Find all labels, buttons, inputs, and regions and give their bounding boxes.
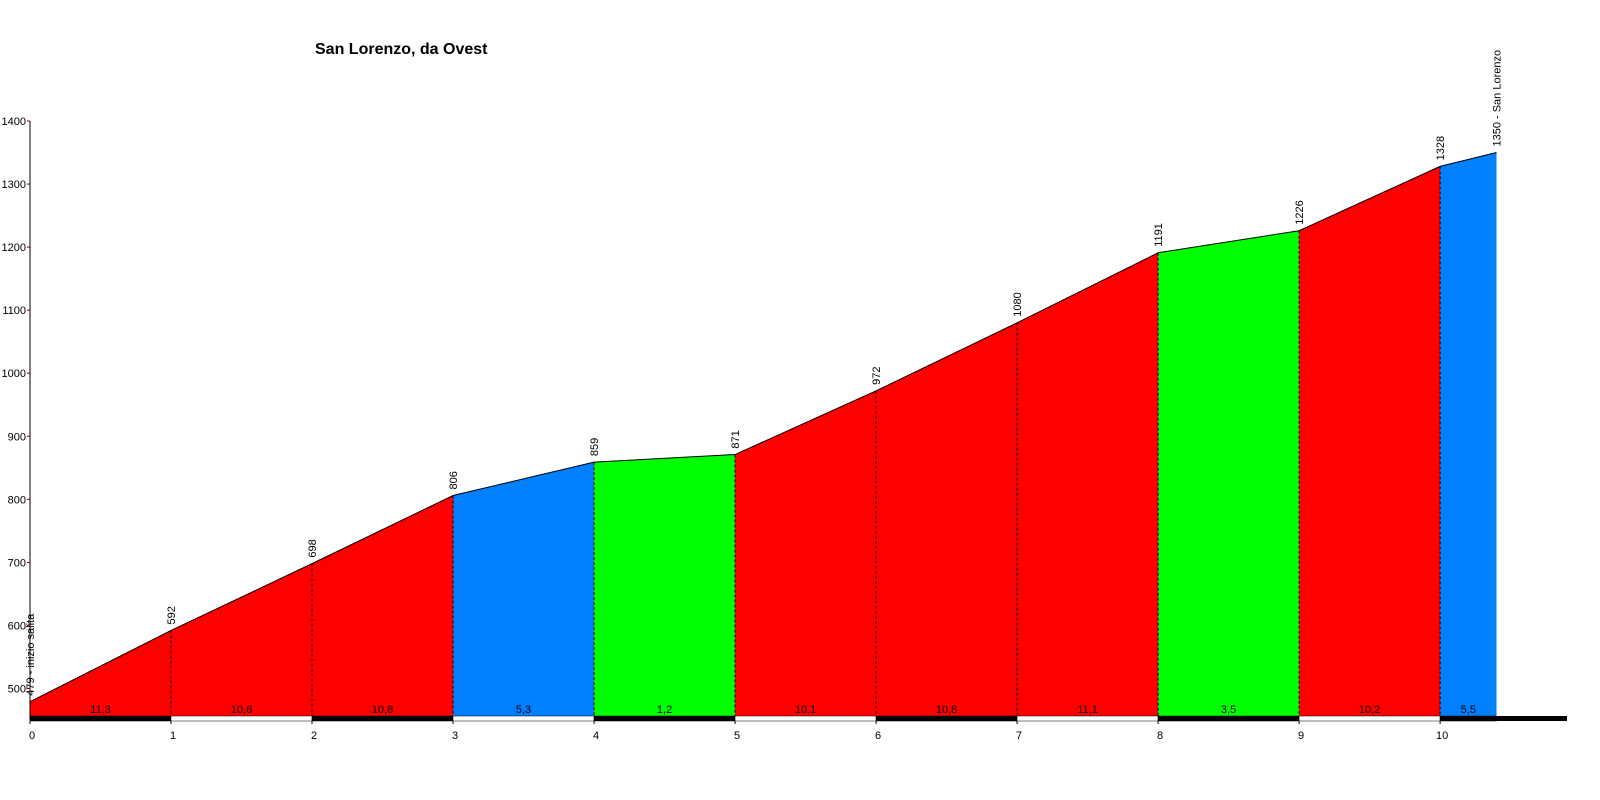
y-tick-label: 600 <box>8 620 26 632</box>
segment-area <box>1017 252 1159 720</box>
segment-area <box>1299 166 1441 720</box>
elevation-label: 1080 <box>1012 292 1024 316</box>
elevation-label: 1191 <box>1153 223 1165 247</box>
elevation-label: 972 <box>871 367 883 385</box>
segment-area <box>453 462 595 720</box>
gradient-label: 10,6 <box>231 704 252 716</box>
km-strip <box>593 715 736 722</box>
segment-area <box>312 495 454 720</box>
km-strip <box>875 715 1018 722</box>
gradient-label: 11,3 <box>90 704 111 716</box>
segment-area <box>594 454 736 720</box>
gradient-label: 10,2 <box>1359 704 1380 716</box>
segment-area <box>1440 152 1497 721</box>
segment-area <box>30 630 172 720</box>
y-tick-label: 900 <box>8 431 26 443</box>
y-tick-label: 1100 <box>2 305 26 317</box>
gradient-label: 10,8 <box>372 704 393 716</box>
km-strip <box>1439 715 1497 722</box>
y-tick-label: 1000 <box>2 368 26 380</box>
gradient-label: 10,8 <box>936 704 957 716</box>
x-tick-label: 8 <box>1157 730 1163 742</box>
km-strip <box>311 715 454 722</box>
x-tick-label: 7 <box>1016 730 1022 742</box>
x-tick-label: 5 <box>734 730 740 742</box>
x-tick-label: 4 <box>593 730 599 742</box>
elevation-label: 592 <box>166 606 178 624</box>
x-tick-label: 6 <box>875 730 881 742</box>
segment-area <box>735 390 877 720</box>
gradient-label: 10,1 <box>795 704 816 716</box>
gradient-label: 11,1 <box>1077 704 1098 716</box>
gradient-label: 3,5 <box>1221 704 1236 716</box>
km-strip <box>1157 715 1300 722</box>
km-strip <box>452 715 595 722</box>
gradient-label: 5,5 <box>1461 704 1476 716</box>
km-strip <box>1298 715 1441 722</box>
elevation-label: 859 <box>589 438 601 456</box>
y-tick-label: 1400 <box>2 116 26 128</box>
profile-line <box>29 152 1497 703</box>
km-strip <box>170 715 313 722</box>
elevation-label: 479 - inizio salita <box>25 613 37 696</box>
x-tick-label: 0 <box>29 730 35 742</box>
x-tick-label: 1 <box>170 730 176 742</box>
x-tick-label: 10 <box>1436 730 1448 742</box>
y-tick-label: 700 <box>8 557 26 569</box>
gradient-label: 5,3 <box>516 704 531 716</box>
segment-area <box>171 563 313 720</box>
km-strip <box>29 715 172 722</box>
baseline-strip <box>1496 716 1567 721</box>
elevation-label: 1226 <box>1294 200 1306 224</box>
elevation-label: 871 <box>730 430 742 448</box>
y-tick-label: 800 <box>8 494 26 506</box>
elevation-label: 698 <box>307 539 319 557</box>
segment-area <box>1158 230 1300 720</box>
elevation-label: 806 <box>448 471 460 489</box>
y-tick-label: 1200 <box>2 242 26 254</box>
gradient-label: 1,2 <box>657 704 672 716</box>
x-tick-label: 9 <box>1298 730 1304 742</box>
y-tick-label: 1300 <box>2 179 26 191</box>
elevation-label: 1350 - San Lorenzo <box>1491 50 1503 147</box>
km-strip <box>734 715 877 722</box>
chart-title: San Lorenzo, da Ovest <box>315 41 488 58</box>
x-tick-label: 3 <box>452 730 458 742</box>
segment-area <box>876 322 1018 720</box>
km-strip <box>1016 715 1159 722</box>
x-tick-label: 2 <box>311 730 317 742</box>
y-tick-label: 500 <box>8 683 26 695</box>
elevation-label: 1328 <box>1435 136 1447 160</box>
